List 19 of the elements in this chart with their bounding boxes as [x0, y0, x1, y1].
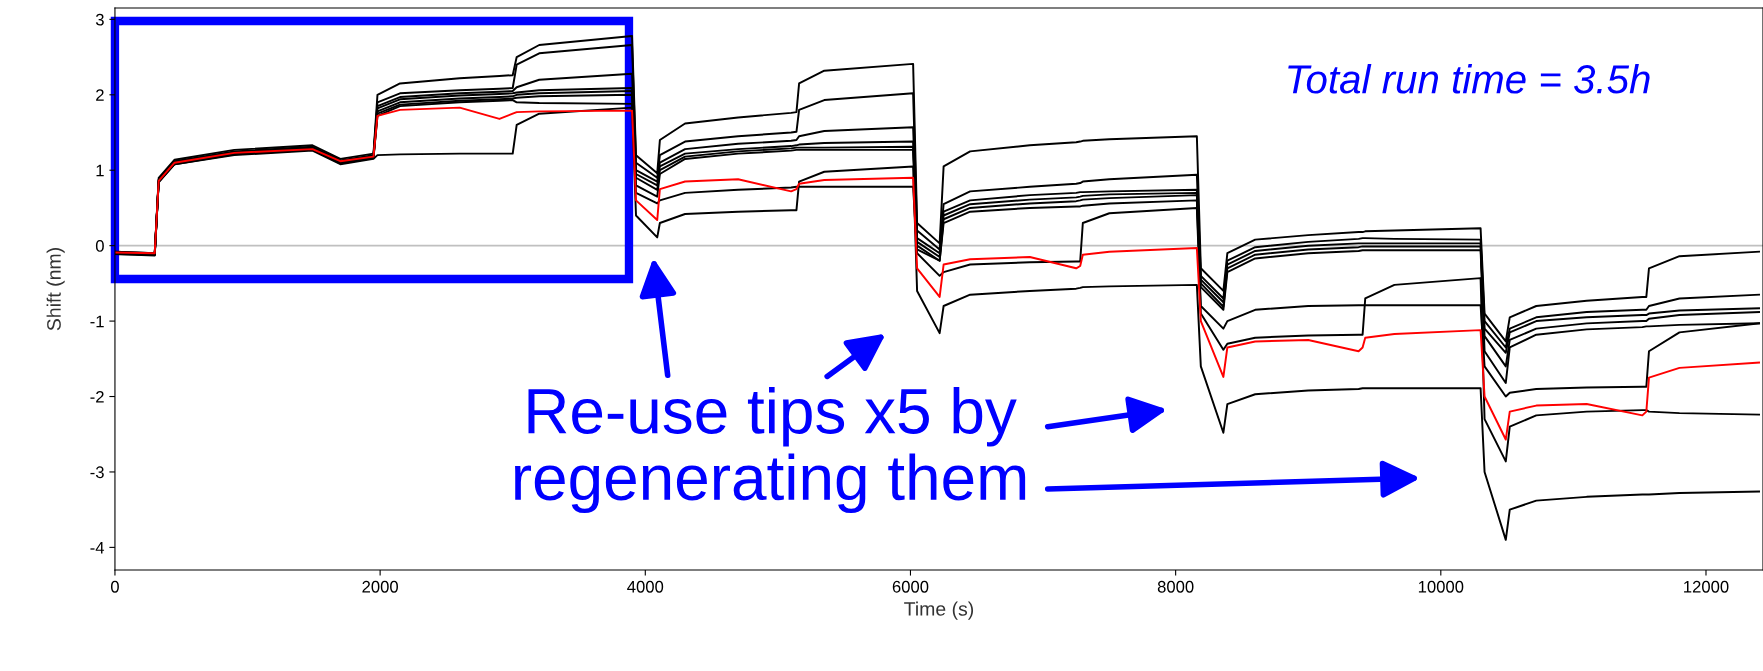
y-tick-label: -1 [90, 315, 104, 328]
annotation: Total run time = 3.5h [1288, 64, 1650, 94]
x-tick-label: 12000 [1684, 580, 1729, 593]
y-tick-label: 0 [95, 240, 104, 252]
x-tick-label: 8000 [1157, 580, 1194, 593]
x-tick-label: 6000 [892, 580, 929, 593]
y-tick-label: 3 [95, 13, 104, 26]
y-tick-label: -4 [90, 541, 105, 554]
y-tick-label: 1 [96, 164, 104, 177]
x-axis-title: Time (s) [904, 601, 974, 620]
x-tick-label: 0 [110, 580, 119, 593]
y-tick-label: -2 [90, 390, 104, 403]
y-axis-title: Shift (nm) [46, 248, 65, 331]
annotation: Re-use tips x5 by regenerating them [515, 387, 1026, 514]
y-tick-label: -3 [90, 466, 104, 479]
x-tick-label: 4000 [627, 580, 664, 593]
x-tick-label: 10000 [1418, 580, 1464, 593]
x-tick-label: 2000 [362, 580, 399, 593]
y-tick-label: 2 [96, 89, 104, 101]
